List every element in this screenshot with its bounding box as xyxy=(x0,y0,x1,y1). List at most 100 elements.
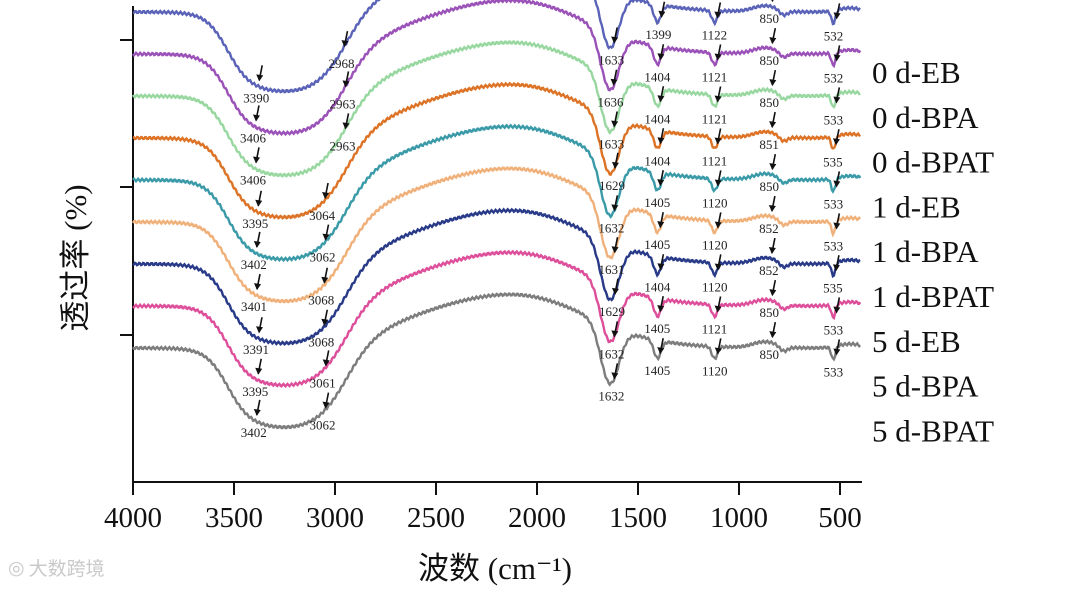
peak-arrowhead xyxy=(714,347,722,355)
peak-label: 1122 xyxy=(702,27,728,42)
peak-label: 1633 xyxy=(598,137,624,152)
peak-arrowhead xyxy=(255,199,263,207)
peak-label: 3068 xyxy=(308,293,334,308)
legend-label: 0 d-BPAT xyxy=(872,145,994,180)
peak-label: 3068 xyxy=(308,335,334,350)
peak-label: 1636 xyxy=(598,95,625,110)
peak-arrowhead xyxy=(714,53,722,61)
peak-arrowhead xyxy=(253,283,261,291)
peak-label: 535 xyxy=(823,154,843,169)
peak-arrowhead xyxy=(611,204,619,212)
peak-arrowhead xyxy=(833,54,841,62)
peak-arrowhead xyxy=(321,318,329,326)
peak-label: 1633 xyxy=(598,53,624,68)
peak-arrowhead xyxy=(256,326,264,334)
peak-arrowhead xyxy=(657,95,665,103)
peak-arrowhead xyxy=(657,179,665,187)
peak-label: 3401 xyxy=(241,299,267,314)
peak-arrowhead xyxy=(769,331,777,339)
peak-label: 1631 xyxy=(599,262,625,277)
peak-arrowhead xyxy=(255,367,263,375)
legend-label: 1 d-BPAT xyxy=(872,279,994,314)
peak-arrowhead xyxy=(714,221,722,229)
peak-label: 850 xyxy=(760,305,780,320)
peak-label: 533 xyxy=(824,322,844,337)
peak-label: 1404 xyxy=(644,153,671,168)
peak-label: 850 xyxy=(760,53,780,68)
x-tick-label: 3500 xyxy=(205,502,263,534)
peak-label: 3402 xyxy=(241,257,267,272)
peak-label: 1632 xyxy=(598,220,624,235)
peak-label: 1120 xyxy=(702,195,728,210)
series-line xyxy=(131,166,862,304)
peak-arrowhead xyxy=(768,247,776,255)
x-tick-label: 4000 xyxy=(104,502,162,534)
peak-label: 3391 xyxy=(243,342,269,357)
series-line xyxy=(131,292,862,430)
peak-label: 851 xyxy=(759,137,779,152)
peak-arrowhead xyxy=(657,263,665,271)
peak-label: 850 xyxy=(760,179,780,194)
peak-arrowhead xyxy=(833,348,841,356)
legend-label: 0 d-BPA xyxy=(872,100,979,135)
peak-arrowhead xyxy=(611,120,619,128)
peak-label: 1121 xyxy=(702,153,728,168)
peak-arrowhead xyxy=(341,40,349,48)
peak-arrowhead xyxy=(253,240,261,248)
axes xyxy=(120,6,862,483)
peak-label: 1632 xyxy=(598,346,624,361)
peak-arrowhead xyxy=(833,96,841,104)
peak-arrowhead xyxy=(714,11,722,19)
peak-label: 1405 xyxy=(644,237,670,252)
peak-label: 533 xyxy=(824,364,844,379)
peak-label: 1629 xyxy=(599,304,625,319)
peak-arrowhead xyxy=(611,246,619,254)
x-ticks: 4000 3500 3000 2500 2000 1500 1000 500 xyxy=(104,482,862,534)
peak-arrowhead xyxy=(714,179,722,187)
peak-label: 535 xyxy=(823,280,843,295)
peak-arrowhead xyxy=(832,138,840,146)
peak-label: 532 xyxy=(824,70,844,85)
peak-label: 1404 xyxy=(644,69,671,84)
x-tick-label: 1500 xyxy=(609,502,667,534)
peak-label: 850 xyxy=(760,11,780,26)
peak-label: 2963 xyxy=(329,96,355,111)
peak-arrowhead xyxy=(657,53,665,61)
peak-arrowhead xyxy=(769,163,777,171)
peak-arrowhead xyxy=(714,137,722,145)
x-tick-label: 1000 xyxy=(710,502,768,534)
legend: 0 d-EB 0 d-BPA 0 d-BPAT 1 d-EB 1 d-BPA 1 d-BP… xyxy=(872,55,994,448)
peak-arrowhead xyxy=(833,12,841,20)
legend-label: 5 d-BPAT xyxy=(872,413,994,448)
peak-arrowhead xyxy=(321,276,329,284)
series-line xyxy=(132,123,862,263)
peak-label: 532 xyxy=(824,28,844,43)
peak-label: 3395 xyxy=(242,384,268,399)
watermark-text: 大数跨境 xyxy=(28,558,105,580)
peak-arrowhead xyxy=(611,161,619,169)
peak-arrowhead xyxy=(322,233,330,241)
peak-label: 850 xyxy=(760,95,780,110)
peak-arrowhead xyxy=(771,0,774,3)
peak-label: 1120 xyxy=(702,363,728,378)
peak-label: 3406 xyxy=(240,130,267,145)
peak-label: 533 xyxy=(824,238,844,253)
x-axis-title: 波数 (cm⁻¹) xyxy=(418,551,572,586)
series-layer xyxy=(131,0,862,430)
peak-arrowhead xyxy=(658,10,666,18)
peak-arrowhead xyxy=(342,80,350,88)
peak-label: 533 xyxy=(824,196,844,211)
peak-arrowhead xyxy=(714,263,722,271)
peak-arrowhead xyxy=(611,36,619,44)
peak-label: 1121 xyxy=(702,321,728,336)
peak-arrowhead xyxy=(832,264,840,272)
peak-arrowhead xyxy=(256,74,264,82)
x-tick-label: 2000 xyxy=(508,502,566,534)
peak-label: 1399 xyxy=(645,27,671,42)
series-line xyxy=(132,0,862,137)
peak-label: 1405 xyxy=(644,321,670,336)
peak-arrowhead xyxy=(610,78,618,86)
series-line xyxy=(132,249,862,389)
peak-arrowhead xyxy=(342,122,350,130)
